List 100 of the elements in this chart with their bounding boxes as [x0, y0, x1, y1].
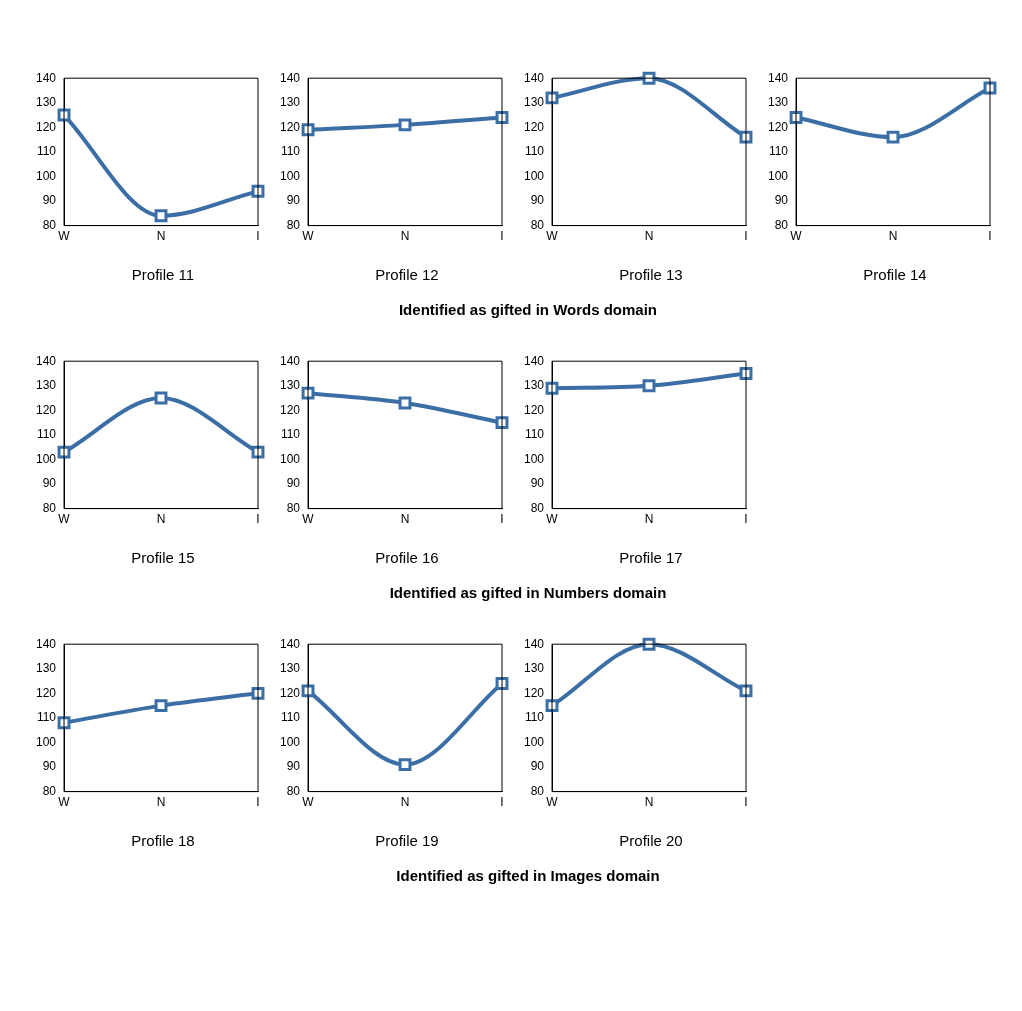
- y-tick-label: 110: [280, 427, 301, 442]
- x-tick-label: W: [546, 795, 559, 810]
- y-tick-label: 90: [530, 759, 545, 774]
- y-tick-label: 80: [42, 783, 57, 798]
- point: [642, 637, 656, 651]
- y-tick-label: 130: [279, 661, 301, 676]
- text: Profile 17: [618, 549, 684, 566]
- text: Profile 19: [374, 832, 440, 849]
- y-tick-label: 140: [523, 353, 545, 368]
- x-tick-label: I: [500, 795, 504, 810]
- y-tick-label: 80: [530, 217, 545, 232]
- y-tick-label: 100: [35, 451, 57, 466]
- text: Profile 20: [618, 832, 684, 849]
- x-tick-label: I: [500, 229, 504, 244]
- y-tick-label: 140: [767, 70, 789, 85]
- x-tick-label: N: [644, 512, 654, 527]
- x-tick-label: I: [744, 795, 748, 810]
- x-tick-label: N: [888, 229, 898, 244]
- y-tick-label: 130: [279, 378, 301, 393]
- x-tick-label: W: [302, 512, 315, 527]
- y-tick-label: 140: [35, 636, 57, 651]
- y-tick-label: 110: [36, 144, 57, 159]
- y-tick-label: 80: [286, 217, 301, 232]
- x-tick-label: N: [400, 229, 410, 244]
- y-tick-label: 140: [523, 70, 545, 85]
- y-tick-label: 130: [523, 661, 545, 676]
- y-tick-label: 80: [530, 500, 545, 515]
- y-tick-label: 80: [42, 217, 57, 232]
- y-tick-label: 90: [530, 193, 545, 208]
- text: Identified as gifted in Images domain: [395, 867, 661, 884]
- point: [154, 209, 168, 223]
- y-tick-label: 120: [523, 402, 545, 417]
- text: Profile 11: [130, 266, 196, 283]
- point: [398, 118, 412, 132]
- y-tick-label: 120: [35, 402, 57, 417]
- y-tick-label: 140: [279, 636, 301, 651]
- x-tick-label: N: [400, 512, 410, 527]
- x-tick-label: W: [58, 229, 71, 244]
- y-tick-label: 80: [286, 500, 301, 515]
- y-tick-label: 90: [42, 759, 57, 774]
- y-tick-label: 120: [767, 119, 789, 134]
- y-tick-label: 110: [280, 144, 301, 159]
- y-tick-label: 130: [35, 95, 57, 110]
- x-tick-label: N: [156, 512, 166, 527]
- text: Profile 18: [130, 832, 196, 849]
- y-tick-label: 80: [774, 217, 789, 232]
- x-tick-label: I: [256, 512, 260, 527]
- point: [642, 71, 656, 85]
- text: Profile 15: [130, 549, 196, 566]
- x-tick-label: N: [400, 795, 410, 810]
- point: [398, 396, 412, 410]
- y-tick-label: 140: [279, 70, 301, 85]
- x-tick-label: I: [256, 795, 260, 810]
- x-tick-label: W: [546, 229, 559, 244]
- text: Profile 16: [374, 549, 440, 566]
- y-tick-label: 100: [35, 168, 57, 183]
- y-tick-label: 140: [279, 353, 301, 368]
- x-tick-label: I: [744, 229, 748, 244]
- y-tick-label: 90: [42, 193, 57, 208]
- x-tick-label: N: [156, 229, 166, 244]
- x-tick-label: N: [156, 795, 166, 810]
- point: [154, 699, 168, 713]
- y-tick-label: 100: [767, 168, 789, 183]
- x-tick-label: W: [58, 512, 71, 527]
- y-tick-label: 110: [280, 710, 301, 725]
- point: [398, 758, 412, 772]
- y-tick-label: 140: [523, 636, 545, 651]
- y-tick-label: 80: [42, 500, 57, 515]
- y-tick-label: 100: [523, 168, 545, 183]
- y-tick-label: 110: [524, 144, 545, 159]
- y-tick-label: 110: [768, 144, 789, 159]
- y-tick-label: 80: [286, 783, 301, 798]
- y-tick-label: 110: [524, 710, 545, 725]
- y-tick-label: 120: [279, 119, 301, 134]
- x-tick-label: W: [546, 512, 559, 527]
- y-tick-label: 130: [279, 95, 301, 110]
- y-tick-label: 100: [35, 734, 57, 749]
- y-tick-label: 120: [279, 685, 301, 700]
- x-tick-label: W: [58, 795, 71, 810]
- x-tick-label: W: [302, 795, 315, 810]
- text: Profile 12: [374, 266, 440, 283]
- y-tick-label: 100: [279, 451, 301, 466]
- text: Identified as gifted in Words domain: [397, 301, 659, 318]
- y-tick-label: 130: [767, 95, 789, 110]
- y-tick-label: 90: [286, 476, 301, 491]
- text: Profile 14: [862, 266, 928, 283]
- y-tick-label: 90: [530, 476, 545, 491]
- y-tick-label: 90: [42, 476, 57, 491]
- y-tick-label: 90: [286, 759, 301, 774]
- y-tick-label: 100: [279, 734, 301, 749]
- y-tick-label: 130: [523, 95, 545, 110]
- y-tick-label: 90: [774, 193, 789, 208]
- y-tick-label: 130: [523, 378, 545, 393]
- x-tick-label: I: [500, 512, 504, 527]
- text: Identified as gifted in Numbers domain: [388, 584, 668, 601]
- y-tick-label: 140: [35, 70, 57, 85]
- y-tick-label: 120: [523, 119, 545, 134]
- y-tick-label: 110: [36, 427, 57, 442]
- x-tick-label: W: [790, 229, 803, 244]
- y-tick-label: 120: [279, 402, 301, 417]
